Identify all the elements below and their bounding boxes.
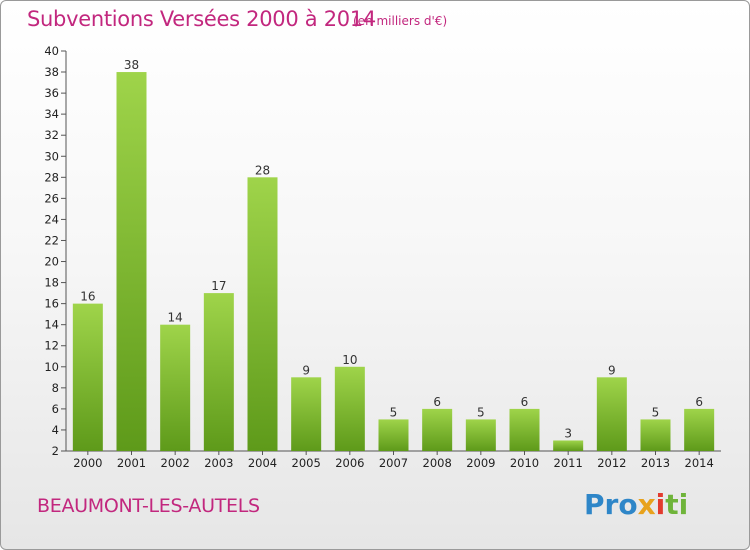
- x-tick-label-2012: 2012: [597, 456, 626, 470]
- y-tick-label: 2: [52, 444, 59, 458]
- value-label-2012: 9: [608, 363, 616, 377]
- bar-2013[interactable]: [640, 419, 671, 451]
- y-tick-label: 40: [44, 44, 59, 58]
- bar-2004[interactable]: [247, 177, 278, 451]
- x-tick-label-2011: 2011: [554, 456, 583, 470]
- bar-2011[interactable]: [553, 440, 584, 451]
- value-label-2004: 28: [255, 163, 270, 177]
- bar-2005[interactable]: [291, 377, 322, 451]
- y-tick-label: 10: [44, 360, 59, 374]
- bar-2003[interactable]: [203, 293, 234, 451]
- x-tick-label-2010: 2010: [510, 456, 539, 470]
- value-label-2005: 9: [302, 363, 310, 377]
- bar-2007[interactable]: [378, 419, 409, 451]
- x-tick-label-2001: 2001: [117, 456, 146, 470]
- logo-part-1: Pro: [584, 488, 638, 521]
- bar-2006[interactable]: [334, 366, 365, 451]
- value-label-2010: 6: [521, 395, 529, 409]
- bar-2000[interactable]: [72, 303, 103, 451]
- chart-labels: 16 2000 38 2001 14 2002 17 2003 28 2004 9 2005 10 200…: [73, 58, 714, 470]
- value-label-2007: 5: [390, 405, 398, 419]
- bar-2012[interactable]: [596, 377, 627, 451]
- x-tick-label-2008: 2008: [423, 456, 452, 470]
- y-tick-label: 34: [44, 107, 59, 121]
- value-label-2013: 5: [652, 405, 660, 419]
- x-tick-label-2006: 2006: [335, 456, 364, 470]
- y-tick-label: 8: [52, 381, 59, 395]
- value-label-2001: 38: [124, 58, 139, 72]
- bar-2010[interactable]: [509, 408, 540, 451]
- bar-2001[interactable]: [116, 72, 147, 451]
- value-label-2008: 6: [433, 395, 441, 409]
- x-tick-label-2013: 2013: [641, 456, 670, 470]
- y-tick-label: 24: [44, 212, 59, 226]
- chart-subtitle: (en milliers d'€): [353, 14, 448, 28]
- logo-part-3: i: [655, 488, 666, 521]
- y-tick-label: 16: [44, 297, 59, 311]
- y-tick-label: 38: [44, 65, 59, 79]
- logo-part-2: x: [637, 488, 656, 521]
- value-label-2003: 17: [211, 279, 226, 293]
- x-tick-label-2002: 2002: [161, 456, 190, 470]
- y-tick-label: 30: [44, 149, 59, 163]
- chart-title: Subventions Versées 2000 à 2014: [27, 7, 376, 31]
- x-tick-label-2007: 2007: [379, 456, 408, 470]
- x-tick-label-2005: 2005: [292, 456, 321, 470]
- y-tick-label: 26: [44, 191, 59, 205]
- value-label-2000: 16: [80, 290, 95, 304]
- y-tick-label: 14: [44, 318, 59, 332]
- bar-2008[interactable]: [422, 408, 453, 451]
- y-tick-label: 12: [44, 339, 59, 353]
- proxiti-logo[interactable]: Proxiti: [584, 488, 688, 521]
- y-tick-label: 28: [44, 170, 59, 184]
- bar-2009[interactable]: [465, 419, 496, 451]
- x-tick-label-2009: 2009: [466, 456, 495, 470]
- y-tick-label: 6: [52, 402, 59, 416]
- value-label-2009: 5: [477, 405, 485, 419]
- logo-part-4: ti: [665, 488, 689, 521]
- x-tick-label-2004: 2004: [248, 456, 277, 470]
- bar-2014[interactable]: [684, 408, 715, 451]
- chart-bars: [72, 72, 715, 451]
- value-label-2014: 6: [695, 395, 703, 409]
- commune-name: BEAUMONT-LES-AUTELS: [37, 495, 260, 517]
- value-label-2006: 10: [342, 353, 357, 367]
- y-tick-label: 32: [44, 128, 59, 142]
- value-label-2011: 3: [564, 426, 572, 440]
- x-tick-label-2000: 2000: [73, 456, 102, 470]
- y-tick-label: 18: [44, 276, 59, 290]
- x-tick-label-2003: 2003: [204, 456, 233, 470]
- y-tick-label: 22: [44, 233, 59, 247]
- y-tick-label: 36: [44, 86, 59, 100]
- value-label-2002: 14: [168, 311, 183, 325]
- y-tick-label: 4: [52, 423, 59, 437]
- x-tick-label-2014: 2014: [685, 456, 714, 470]
- y-tick-label: 20: [44, 255, 59, 269]
- bar-2002[interactable]: [160, 324, 191, 451]
